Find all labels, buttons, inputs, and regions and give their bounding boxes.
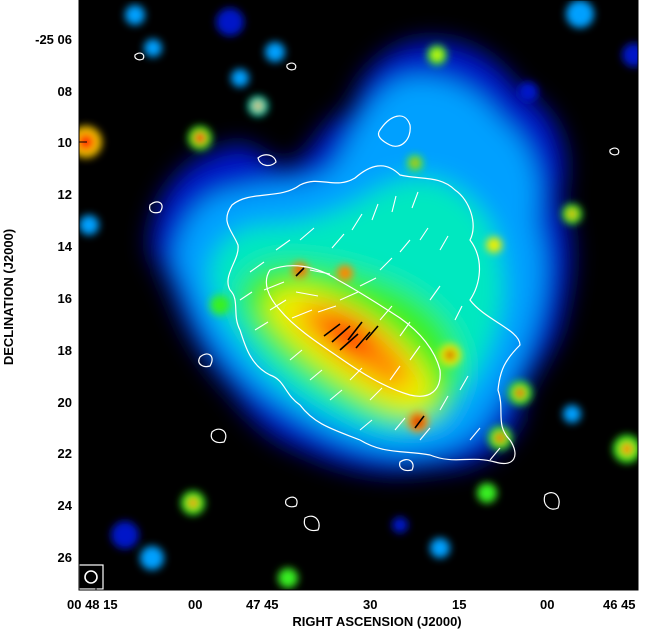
y-axis: -25 06 08 10 12 14 16 18 20 22 24 26 DEC… bbox=[1, 32, 87, 565]
source bbox=[566, 0, 594, 28]
source bbox=[292, 262, 308, 278]
contour-inner bbox=[265, 265, 441, 397]
source bbox=[111, 521, 139, 549]
polarization-vectors-core bbox=[295, 267, 425, 429]
y-axis-title: DECLINATION (J2000) bbox=[1, 229, 16, 365]
contour-blob bbox=[198, 353, 213, 368]
source bbox=[188, 126, 212, 150]
source bbox=[488, 426, 512, 450]
source bbox=[477, 483, 497, 503]
contour-blob bbox=[286, 62, 297, 71]
source bbox=[563, 405, 581, 423]
x-axis: 00 48 15 00 47 45 30 15 00 46 45 RIGHT A… bbox=[67, 582, 636, 629]
source bbox=[125, 5, 145, 25]
source bbox=[278, 568, 298, 588]
source bbox=[144, 39, 162, 57]
source bbox=[140, 546, 164, 570]
source bbox=[508, 381, 532, 405]
contours bbox=[134, 52, 620, 532]
plot-area bbox=[78, 0, 639, 591]
contour-blob bbox=[210, 428, 227, 444]
y-tick-label: 18 bbox=[58, 343, 72, 358]
contour-blob bbox=[134, 52, 145, 61]
source bbox=[439, 344, 461, 366]
x-axis-title: RIGHT ASCENSION (J2000) bbox=[292, 614, 461, 629]
source bbox=[408, 412, 428, 432]
x-ticks bbox=[95, 582, 626, 590]
contour-outer bbox=[226, 165, 521, 464]
point-sources bbox=[79, 0, 638, 588]
contour-north bbox=[377, 115, 411, 147]
x-tick-label: 46 45 bbox=[603, 597, 636, 612]
polarization-vectors bbox=[239, 191, 501, 461]
x-tick-label: 47 45 bbox=[246, 597, 279, 612]
contour-blob bbox=[149, 201, 163, 214]
source bbox=[622, 43, 638, 67]
emission-layer-red bbox=[325, 319, 370, 358]
contour-blob bbox=[303, 515, 320, 532]
source bbox=[407, 155, 423, 171]
contour-blob bbox=[285, 496, 298, 508]
source bbox=[430, 538, 450, 558]
contour-blob bbox=[257, 154, 277, 167]
y-ticks bbox=[79, 38, 87, 558]
source bbox=[216, 8, 244, 36]
source bbox=[337, 265, 353, 281]
source bbox=[613, 435, 638, 463]
source bbox=[248, 96, 268, 116]
plot-frame bbox=[78, 0, 639, 591]
contour-blob bbox=[543, 492, 560, 510]
y-tick-label: 12 bbox=[58, 187, 72, 202]
source bbox=[79, 215, 99, 235]
x-tick-label: 15 bbox=[452, 597, 466, 612]
y-tick-label: 16 bbox=[58, 291, 72, 306]
y-tick-label: 10 bbox=[58, 135, 72, 150]
source bbox=[210, 295, 230, 315]
y-tick-label: 20 bbox=[58, 395, 72, 410]
source bbox=[231, 69, 249, 87]
y-tick-label: 26 bbox=[58, 550, 72, 565]
source bbox=[518, 82, 538, 102]
x-tick-label: 00 bbox=[188, 597, 202, 612]
y-tick-label: 08 bbox=[58, 84, 72, 99]
source bbox=[562, 204, 582, 224]
x-tick-label: 00 48 15 bbox=[67, 597, 118, 612]
contour-blob bbox=[609, 147, 620, 156]
source bbox=[427, 45, 447, 65]
y-tick-label: 22 bbox=[58, 446, 72, 461]
x-tick-label: 00 bbox=[540, 597, 554, 612]
y-tick-label: -25 06 bbox=[35, 32, 72, 47]
source bbox=[486, 237, 502, 253]
source bbox=[265, 42, 285, 62]
contour-blob bbox=[399, 458, 414, 472]
source bbox=[181, 491, 205, 515]
y-tick-label: 24 bbox=[58, 498, 73, 513]
y-tick-label: 14 bbox=[58, 239, 73, 254]
x-tick-label: 30 bbox=[363, 597, 377, 612]
source bbox=[392, 517, 408, 533]
